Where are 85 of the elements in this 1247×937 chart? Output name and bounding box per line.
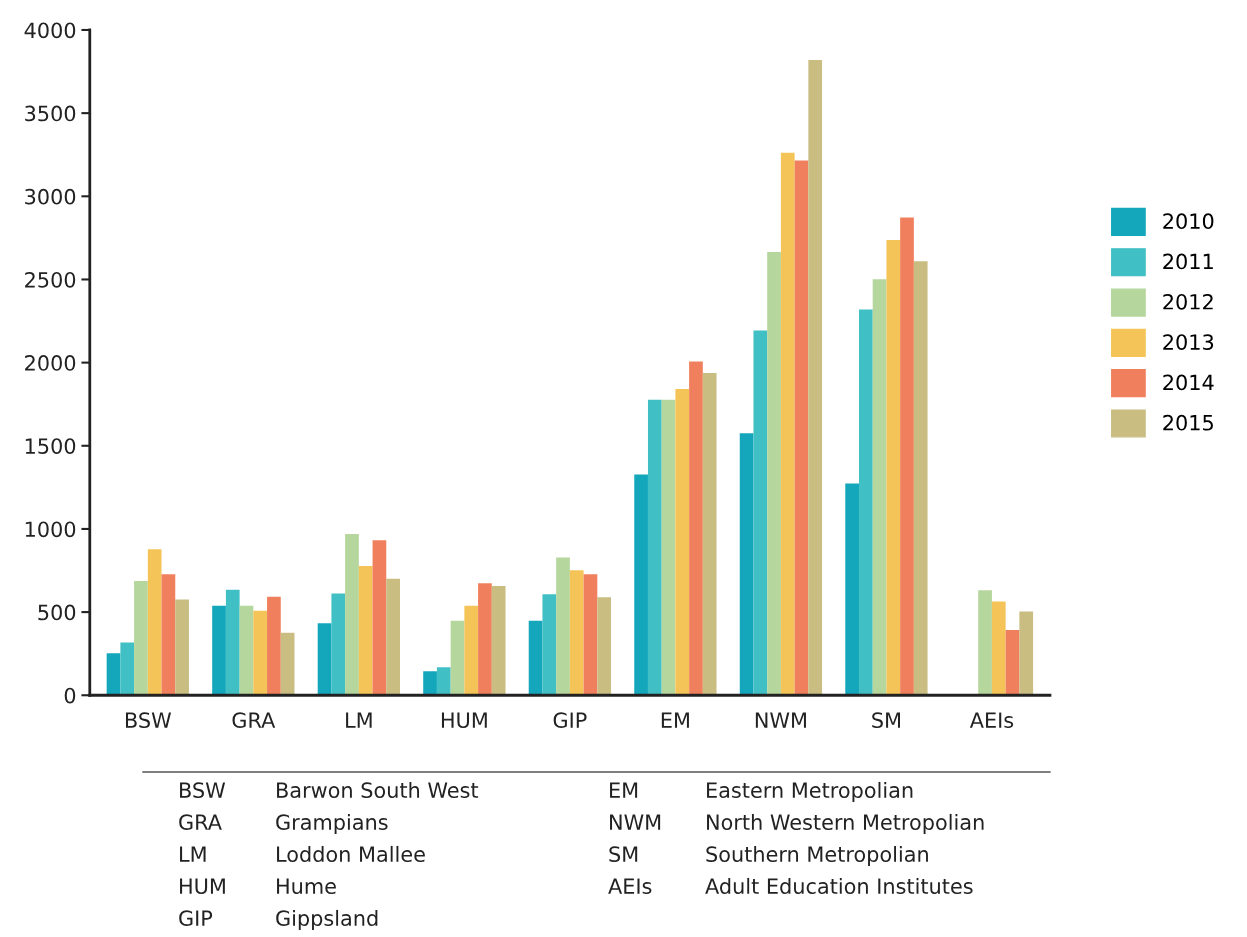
bar (886, 239, 901, 696)
bar (528, 620, 543, 696)
bar (358, 566, 373, 696)
legend-label: 2013 (1163, 334, 1214, 350)
bar (991, 601, 1006, 696)
y-tick-label: 1000 (25, 521, 76, 538)
bar (597, 597, 612, 696)
bar (225, 589, 240, 696)
bar (120, 642, 135, 696)
bar (978, 590, 992, 696)
bar (491, 585, 506, 696)
bar (780, 152, 795, 696)
legend-label: 2014 (1163, 374, 1214, 391)
legend-label: 2011 (1163, 253, 1213, 270)
bar (794, 160, 809, 696)
bar (345, 533, 359, 696)
text: LM Loddon Mallee (180, 845, 425, 863)
text: GIP Gippsland (179, 909, 378, 931)
legend-label: 2010 (1163, 213, 1214, 230)
x-tick-label: HUM (441, 712, 487, 729)
bar (913, 261, 928, 696)
bar (753, 330, 768, 696)
bar (450, 620, 465, 696)
bar (739, 433, 754, 696)
bar (556, 557, 570, 696)
bar (661, 399, 676, 696)
bar (767, 252, 781, 696)
text: HUM Hume (180, 878, 336, 895)
bar (331, 593, 346, 696)
bar (436, 667, 451, 696)
bar (858, 309, 873, 696)
bar (267, 596, 281, 696)
bar (583, 574, 598, 696)
bar (423, 671, 437, 696)
bar (647, 399, 662, 696)
bar (569, 570, 584, 696)
x-tick-label: LM (346, 712, 372, 728)
bar (808, 59, 823, 696)
bar (212, 605, 226, 696)
text: GRA Grampians (179, 813, 388, 835)
bar (872, 279, 887, 696)
text: SM Southern Metropolian (609, 845, 928, 867)
bar (702, 373, 717, 696)
text: AEIs Adult Education Institutes (608, 877, 973, 895)
bar (106, 653, 121, 696)
y-tick-label: 1500 (25, 438, 76, 454)
text: NWM North Western Metropolian (610, 813, 984, 835)
bar (175, 599, 189, 696)
y-tick-label: 0 (64, 687, 76, 704)
y-tick-label: 4000 (24, 22, 76, 39)
bar (386, 578, 400, 696)
bar (464, 605, 479, 696)
x-tick-label: NWM (755, 712, 806, 728)
bar (161, 574, 176, 696)
bar (845, 483, 859, 696)
bar (634, 474, 648, 696)
bar (900, 217, 914, 696)
text: BSW Barwon South West (180, 781, 479, 799)
x-tick-label: BSW (125, 712, 172, 729)
x-tick-label: GRA (232, 712, 276, 729)
x-tick-label: SM (872, 712, 900, 729)
bar (147, 549, 162, 696)
y-tick-label: 3000 (25, 188, 76, 205)
bar (675, 388, 690, 696)
legend-label: 2012 (1163, 293, 1213, 310)
bar (134, 580, 148, 696)
bar (478, 583, 492, 696)
x-tick-label: EM (661, 712, 689, 728)
legend-label: 2015 (1163, 414, 1213, 431)
bar (239, 605, 254, 696)
x-tick-label: AEIs (969, 712, 1014, 729)
y-tick-label: 500 (38, 604, 76, 621)
bar (280, 632, 295, 696)
y-tick-label: 2500 (25, 271, 76, 288)
bar (372, 540, 387, 696)
bar (542, 594, 557, 696)
text: EM Eastern Metropolian (610, 781, 913, 803)
bar (1005, 630, 1020, 696)
bar (1019, 611, 1034, 696)
bar (689, 361, 703, 696)
x-tick-label: GIP (553, 712, 587, 729)
bar (317, 623, 332, 696)
y-tick-label: 3500 (25, 105, 76, 122)
y-tick-label: 2000 (25, 355, 76, 371)
bar (253, 610, 268, 696)
